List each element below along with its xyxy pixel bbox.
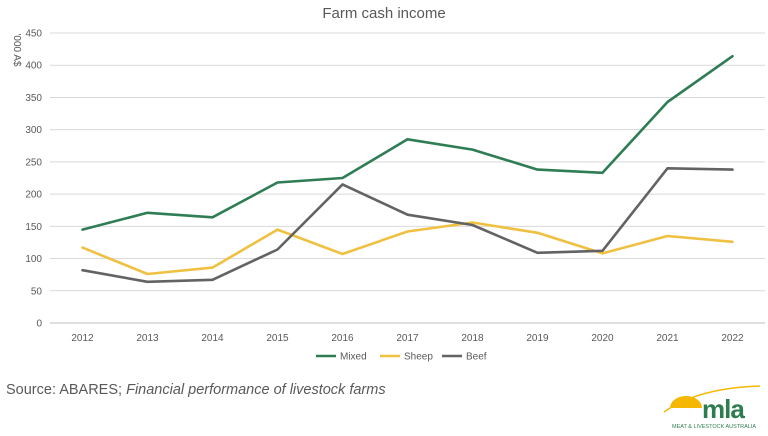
source-prefix: Source: ABARES; bbox=[6, 382, 127, 398]
logo-swoosh-icon bbox=[663, 385, 761, 413]
x-tick-label: 2019 bbox=[526, 333, 549, 344]
y-tick-label: 150 bbox=[25, 222, 42, 233]
x-tick-label: 2013 bbox=[136, 333, 159, 344]
y-axis-ticks: 0 50 100 150 200 250 300 350 400 450 bbox=[25, 29, 42, 330]
y-tick-label: 300 bbox=[25, 125, 42, 136]
gridlines bbox=[50, 32, 765, 324]
logo-text: mla bbox=[702, 394, 745, 424]
y-tick-label: 100 bbox=[25, 254, 42, 265]
y-tick-label: 400 bbox=[25, 61, 42, 72]
y-tick-label: 250 bbox=[25, 157, 42, 168]
series-lines bbox=[81, 54, 734, 284]
chart-title: Farm cash income bbox=[322, 5, 445, 22]
y-axis-title: '000 A$ bbox=[11, 33, 22, 66]
x-tick-label: 2022 bbox=[721, 333, 744, 344]
legend-label-mixed: Mixed bbox=[340, 352, 367, 363]
mla-logo: mla MEAT & LIVESTOCK AUSTRALIA bbox=[658, 382, 764, 434]
series-line-mixed bbox=[81, 54, 734, 231]
x-tick-label: 2012 bbox=[71, 333, 94, 344]
x-tick-label: 2015 bbox=[266, 333, 289, 344]
y-tick-label: 350 bbox=[25, 93, 42, 104]
x-tick-label: 2018 bbox=[461, 333, 484, 344]
x-tick-label: 2021 bbox=[656, 333, 679, 344]
source-note: Source: ABARES; Financial performance of… bbox=[6, 382, 386, 398]
y-tick-label: 0 bbox=[36, 319, 42, 330]
y-tick-label: 200 bbox=[25, 190, 42, 201]
x-tick-label: 2014 bbox=[201, 333, 224, 344]
x-tick-label: 2020 bbox=[591, 333, 614, 344]
series-line-sheep bbox=[81, 221, 734, 276]
x-axis-ticks: 2012 2013 2014 2015 2016 2017 2018 2019 2020 2021… bbox=[71, 333, 744, 344]
line-chart: Farm cash income '000 A$ 0 50 100 150 200 250… bbox=[11, 5, 765, 363]
logo-subtext: MEAT & LIVESTOCK AUSTRALIA bbox=[672, 424, 757, 430]
source-publication: Financial performance of livestock farms bbox=[126, 382, 386, 398]
legend: Mixed Sheep Beef bbox=[316, 352, 487, 363]
series-line-beef bbox=[81, 167, 734, 284]
legend-label-sheep: Sheep bbox=[404, 352, 433, 363]
x-tick-label: 2016 bbox=[331, 333, 354, 344]
y-tick-label: 50 bbox=[31, 286, 43, 297]
x-tick-label: 2017 bbox=[396, 333, 419, 344]
legend-label-beef: Beef bbox=[466, 352, 487, 363]
y-tick-label: 450 bbox=[25, 29, 42, 40]
